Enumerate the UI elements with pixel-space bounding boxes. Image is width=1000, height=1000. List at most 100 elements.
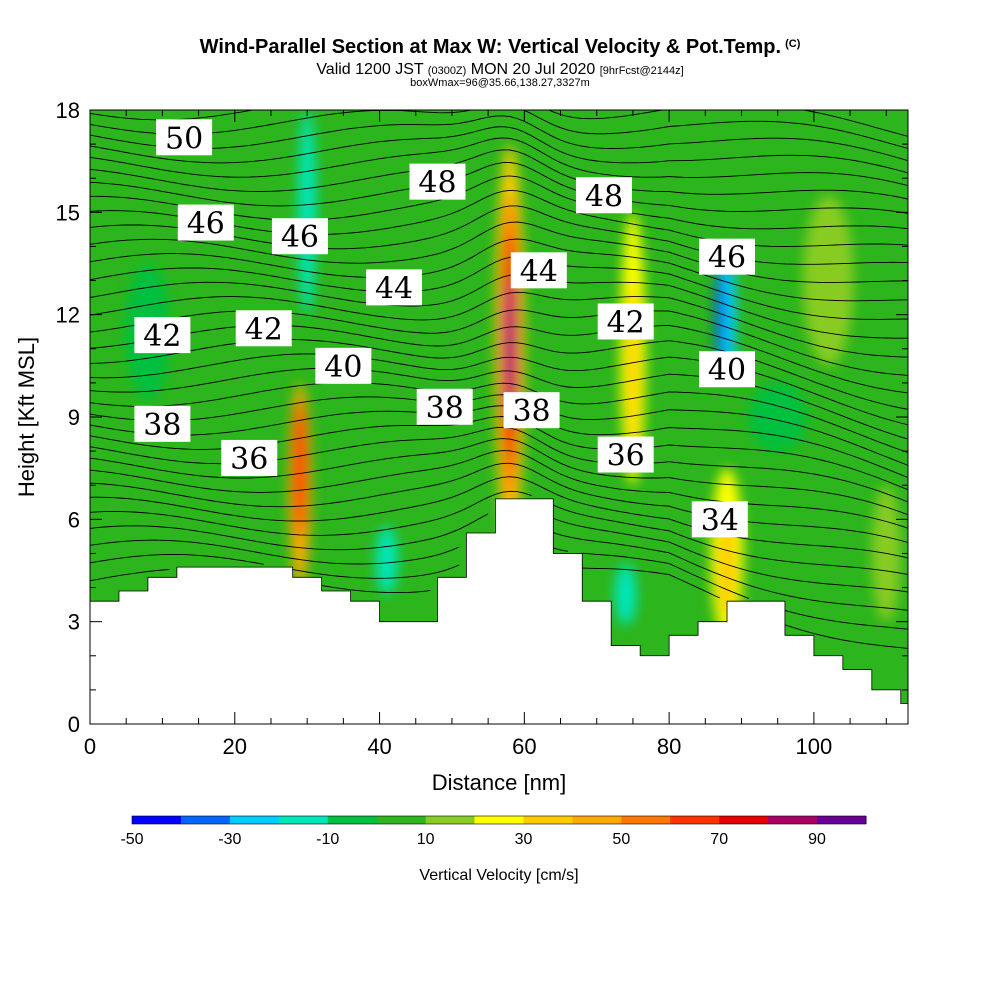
velocity-cell-16 xyxy=(803,195,854,366)
colorbar-swatch-9 xyxy=(572,816,622,824)
isentrope-line-14 xyxy=(90,367,908,440)
isentrope-label-text: 42 xyxy=(607,305,645,340)
isentrope-label-10: 42 xyxy=(597,303,654,340)
velocity-cell-13 xyxy=(375,526,398,595)
isentrope-label-9: 42 xyxy=(235,310,292,347)
isentrope-label-6: 44 xyxy=(510,252,567,289)
chart-title: Wind-Parallel Section at Max W: Vertical… xyxy=(0,36,1000,59)
isentrope-label-box xyxy=(416,388,473,425)
subtitle-forecast: [9hrFcst@2144z] xyxy=(599,65,684,77)
isentrope-line-17 xyxy=(90,324,908,394)
isentrope-label-4: 48 xyxy=(575,177,632,214)
colorbar-swatch-5 xyxy=(376,816,427,824)
colorbar-tick-label: 30 xyxy=(515,831,533,848)
isentrope-label-text: 38 xyxy=(512,394,550,429)
isentrope-label-11: 40 xyxy=(315,347,372,385)
y-tick-label: 12 xyxy=(56,303,80,328)
isentrope-line-2 xyxy=(90,532,908,611)
x-tick-label: 0 xyxy=(84,734,96,759)
isentrope-line-31 xyxy=(90,115,908,162)
title-text: Wind-Parallel Section at Max W: Vertical… xyxy=(199,36,782,58)
isentrope-line-6 xyxy=(90,462,908,544)
colorbar-swatch-4 xyxy=(327,816,378,824)
colorbar: -50 -30 -10 10 30 50 70 90 xyxy=(120,815,867,848)
isentrope-label-box xyxy=(503,392,560,429)
terrain-profile xyxy=(90,498,908,724)
isentrope-label-box xyxy=(366,269,423,306)
colorbar-swatch-1 xyxy=(180,816,231,824)
colorbar-swatch-12 xyxy=(719,816,769,824)
isentrope-label-3: 48 xyxy=(409,163,466,201)
velocity-cell-17 xyxy=(748,382,807,452)
colorbar-swatch-6 xyxy=(425,816,476,824)
isentrope-label-text: 46 xyxy=(708,241,746,276)
isentrope-labels: 50 46 46 48 48 44 44 46 42 42 42 40 40 38 38 38 36 36 34 xyxy=(134,119,756,538)
isentrope-label-box xyxy=(271,218,328,255)
subtitle-utc: (0300Z) xyxy=(427,65,467,77)
isentrope-label-1: 46 xyxy=(177,204,234,242)
isentrope-label-16: 36 xyxy=(221,439,278,477)
isentrope-line-21 xyxy=(90,256,908,320)
isentrope-line-30 xyxy=(90,126,908,174)
x-tick-label: 80 xyxy=(657,734,681,759)
isentrope-label-text: 42 xyxy=(143,319,181,354)
isentrope-label-text: 36 xyxy=(230,442,268,477)
isentrope-label-box xyxy=(221,439,278,476)
isentrope-label-box xyxy=(699,351,756,388)
colorbar-tick-label: 90 xyxy=(808,831,826,848)
isentrope-label-text: 42 xyxy=(245,312,283,347)
isentrope-line-16 xyxy=(90,339,908,410)
isentrope-line-13 xyxy=(90,382,908,454)
colorbar-swatch-2 xyxy=(229,816,280,824)
isentrope-line-8 xyxy=(90,438,908,516)
isentrope-label-text: 44 xyxy=(375,271,413,306)
chart-subtitle-box: boxWmax=96@35.66,138.27,3327m xyxy=(410,77,590,89)
isentrope-line-32 xyxy=(90,110,908,149)
isentrope-line-28 xyxy=(90,149,908,200)
isentrope-label-box xyxy=(134,405,191,442)
y-tick-label: 18 xyxy=(56,98,80,123)
velocity-cell-11 xyxy=(716,263,724,366)
isentrope-line-33 xyxy=(90,110,908,137)
velocity-cell-5 xyxy=(506,280,514,417)
isentrope-label-text: 48 xyxy=(585,179,623,214)
isentrope-line-19 xyxy=(90,291,908,358)
velocity-cell-9 xyxy=(717,515,737,619)
isentrope-line-15 xyxy=(90,353,908,426)
isentrope-line-11 xyxy=(90,405,908,479)
isentrope-label-text: 38 xyxy=(143,408,181,443)
isentrope-line-29 xyxy=(90,137,908,187)
isentrope-line-27 xyxy=(90,162,908,214)
terrain xyxy=(90,498,908,724)
x-axis-label: Distance [nm] xyxy=(432,770,567,795)
isentrope-label-text: 40 xyxy=(708,353,746,388)
isentrope-label-0: 50 xyxy=(156,119,213,156)
colorbar-label: Vertical Velocity [cm/s] xyxy=(419,867,578,884)
colorbar-swatch-10 xyxy=(621,816,671,824)
isentrope-line-20 xyxy=(90,273,908,339)
y-tick-label: 6 xyxy=(68,507,80,532)
isentrope-label-13: 38 xyxy=(134,405,191,443)
copyright-mark: (C) xyxy=(785,38,801,50)
isentrope-label-text: 46 xyxy=(281,220,319,255)
isentrope-label-14: 38 xyxy=(416,388,473,426)
isentrope-label-box xyxy=(156,119,213,156)
isentrope-line-1 xyxy=(90,547,908,630)
y-tick-label: 9 xyxy=(68,405,80,430)
colorbar-swatch-0 xyxy=(132,816,182,824)
isentrope-label-box xyxy=(177,204,234,241)
isentrope-label-box xyxy=(597,303,654,340)
isentrope-line-18 xyxy=(90,309,908,376)
isentrope-label-text: 44 xyxy=(520,254,558,289)
isentrope-label-box xyxy=(134,317,191,354)
y-axis-label: Height [Kft MSL] xyxy=(14,337,39,497)
colorbar-tick-label: 10 xyxy=(417,831,435,848)
colorbar-tick-label: -30 xyxy=(218,831,241,848)
y-tick-label: 15 xyxy=(56,200,80,225)
x-tick-label: 60 xyxy=(512,734,536,759)
y-tick-label: 3 xyxy=(68,610,80,635)
isentrope-label-text: 36 xyxy=(607,439,645,474)
colorbar-tick-label: -10 xyxy=(316,831,339,848)
